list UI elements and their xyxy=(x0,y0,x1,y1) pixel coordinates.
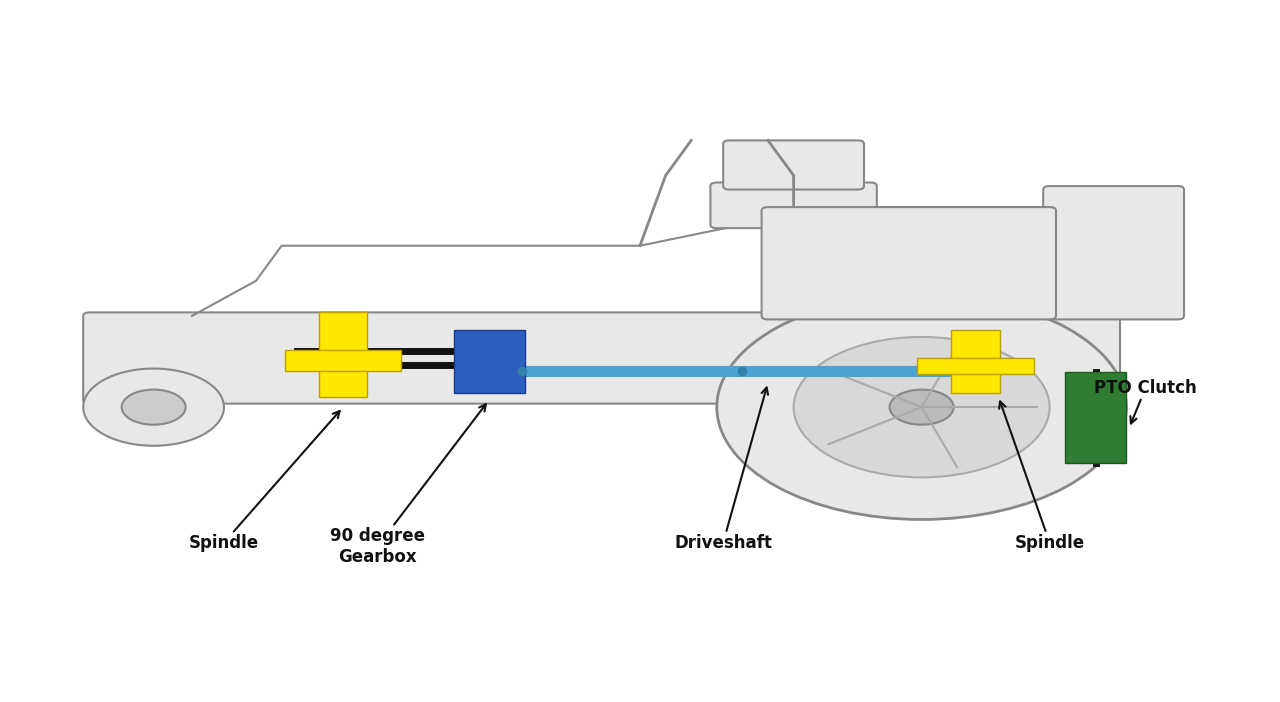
Text: Driveshaft: Driveshaft xyxy=(675,388,772,552)
FancyBboxPatch shape xyxy=(762,207,1056,319)
Text: 90 degree
Gearbox: 90 degree Gearbox xyxy=(330,404,486,566)
Bar xyxy=(951,330,1000,393)
FancyBboxPatch shape xyxy=(83,312,1120,404)
FancyBboxPatch shape xyxy=(1043,186,1184,319)
Bar xyxy=(284,350,402,371)
Text: Spindle: Spindle xyxy=(1000,402,1084,552)
Circle shape xyxy=(717,295,1126,519)
Circle shape xyxy=(890,390,954,425)
Bar xyxy=(1065,372,1126,463)
Circle shape xyxy=(122,390,186,425)
Bar xyxy=(454,330,525,393)
Circle shape xyxy=(794,337,1050,477)
FancyBboxPatch shape xyxy=(723,140,864,190)
Text: PTO Clutch: PTO Clutch xyxy=(1094,379,1197,423)
Bar xyxy=(319,312,367,397)
Text: Spindle: Spindle xyxy=(189,411,339,552)
Circle shape xyxy=(83,369,224,446)
Bar xyxy=(916,358,1034,374)
FancyBboxPatch shape xyxy=(710,183,877,228)
